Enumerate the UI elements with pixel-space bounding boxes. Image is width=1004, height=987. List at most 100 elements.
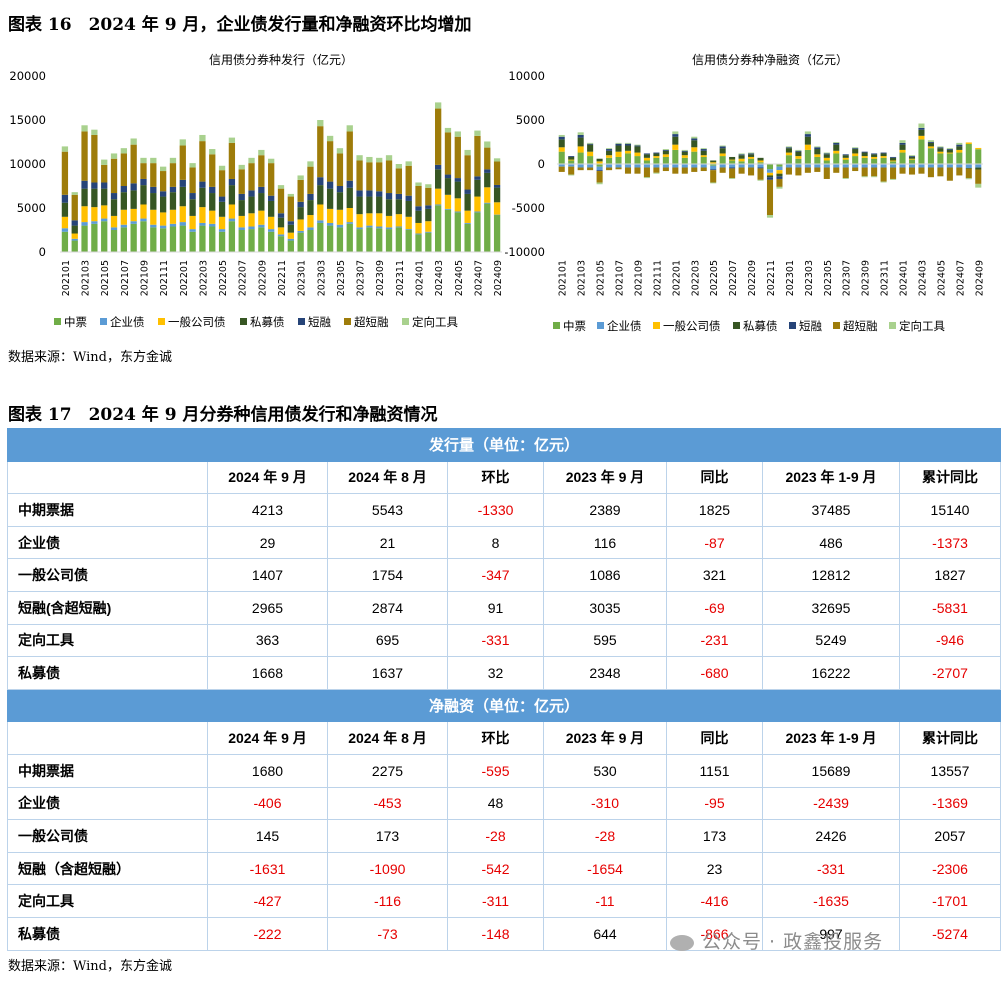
figure-17-source: 数据来源：Wind，东方金诚 <box>8 959 172 974</box>
bar-segment-私募债 <box>464 193 471 211</box>
bar-segment-定向工具 <box>238 164 245 170</box>
bar-segment-中票 <box>804 149 811 164</box>
table-cell: 4213 <box>207 493 328 527</box>
bar-segment-企业债 <box>150 224 157 228</box>
bar-segment-企业债 <box>710 165 717 170</box>
legend-swatch <box>733 322 740 329</box>
x-tick-label: 202209 <box>747 260 758 296</box>
bar-segment-一般公司债 <box>880 156 887 158</box>
column-header: 2024 年 9 月 <box>207 721 328 755</box>
bar-segment-短融 <box>307 193 314 201</box>
bar-segment-中票 <box>975 149 982 164</box>
bar-segment-企业债 <box>662 164 669 168</box>
bar-segment-短融 <box>804 134 811 137</box>
bar-segment-中票 <box>130 223 137 252</box>
wechat-icon <box>670 934 694 951</box>
x-tick-label: 202101 <box>61 260 72 296</box>
bar-segment-一般公司债 <box>719 153 726 157</box>
table-cell: 32695 <box>762 590 900 625</box>
x-tick-label: 202109 <box>139 260 150 296</box>
bar-segment-短融 <box>776 176 783 179</box>
bar-segment-超短融 <box>336 153 344 186</box>
table-cell: 173 <box>666 819 763 853</box>
bar-segment-中票 <box>946 153 953 164</box>
legend-label: 一般公司债 <box>663 319 721 333</box>
bar-segment-中票 <box>385 229 393 252</box>
bar-segment-超短融 <box>81 131 88 181</box>
table-cell: -311 <box>447 884 544 918</box>
bar-segment-定向工具 <box>662 149 669 150</box>
bar-segment-超短融 <box>729 168 736 179</box>
table-cell: -1701 <box>898 884 1002 918</box>
bar-segment-一般公司债 <box>464 210 471 223</box>
x-tick-label: 202101 <box>558 260 569 296</box>
legend-swatch <box>597 322 604 329</box>
table-cell: -222 <box>207 916 328 951</box>
bar-segment-超短融 <box>785 167 792 175</box>
bar-segment-短融 <box>425 205 432 209</box>
bar-segment-短融 <box>643 153 650 155</box>
bar-segment-超短融 <box>120 153 127 186</box>
x-tick-label: 202307 <box>842 260 853 296</box>
bar-segment-定向工具 <box>209 149 216 155</box>
bar-segment-中票 <box>248 229 255 252</box>
bar-segment-中票 <box>169 226 177 252</box>
watermark: 公众号 · 政鑫投服务 <box>670 927 883 954</box>
bar-segment-中票 <box>209 226 216 252</box>
bar-segment-定向工具 <box>833 142 840 143</box>
x-tick-label: 202405 <box>936 260 947 296</box>
legend-swatch <box>100 318 107 325</box>
bar-segment-私募债 <box>956 146 963 150</box>
bar-segment-中票 <box>218 231 226 252</box>
bar-segment-超短融 <box>558 166 565 172</box>
bar-segment-短融 <box>662 149 669 151</box>
bar-segment-超短融 <box>757 168 764 180</box>
bar-segment-企业债 <box>624 164 632 168</box>
y-tick-label: -5000 <box>512 201 545 215</box>
bar-segment-一般公司债 <box>356 214 363 228</box>
bar-segment-短融 <box>833 142 840 145</box>
bar-segment-私募债 <box>159 196 167 213</box>
bar-segment-一般公司债 <box>258 210 265 225</box>
bar-segment-定向工具 <box>120 148 127 154</box>
table-cell: 116 <box>543 525 667 560</box>
bar-segment-企业债 <box>189 229 196 232</box>
bar-segment-私募债 <box>558 139 565 148</box>
table-cell: 15140 <box>898 493 1002 527</box>
bar-segment-短融 <box>209 186 216 194</box>
bar-segment-私募债 <box>643 154 650 158</box>
bar-segment-私募债 <box>700 150 707 156</box>
x-tick-label: 202203 <box>690 260 701 296</box>
bar-segment-短融 <box>729 167 736 169</box>
bar-segment-定向工具 <box>258 149 265 156</box>
row-label: 私募债 <box>7 656 208 690</box>
bar-segment-中票 <box>937 153 944 164</box>
bar-segment-一般公司债 <box>189 215 196 230</box>
bar-segment-企业债 <box>748 164 755 168</box>
net-financing-section-title: 净融资（单位：亿元） <box>6 688 1002 723</box>
bar-segment-私募债 <box>336 192 344 210</box>
bar-segment-私募债 <box>110 199 118 216</box>
bar-segment-定向工具 <box>577 132 584 135</box>
bar-segment-短融 <box>287 221 294 225</box>
legend-label: 企业债 <box>607 319 642 333</box>
table-cell: 12812 <box>762 558 900 592</box>
bar-segment-企业债 <box>474 211 481 213</box>
bar-segment-企业债 <box>653 164 660 168</box>
table-cell: -1330 <box>447 493 544 527</box>
bar-segment-超短融 <box>568 166 575 175</box>
bar-segment-超短融 <box>700 167 707 172</box>
table-cell: 5249 <box>762 623 900 658</box>
bar-segment-超短融 <box>209 154 216 187</box>
bar-segment-企业债 <box>927 164 934 168</box>
table-row: 中期票据 1680 2275 -595 530 1151 15689 13557 <box>7 753 1002 788</box>
bar-segment-超短融 <box>880 167 887 182</box>
bar-segment-定向工具 <box>757 179 764 181</box>
bar-segment-一般公司债 <box>376 213 383 227</box>
table-row: 企业债 -406 -453 48 -310 -95 -2439 -1369 <box>7 786 1002 821</box>
table-cell: -1373 <box>898 525 1002 560</box>
bar-segment-企业债 <box>833 164 840 168</box>
column-header: 2023 年 1-9 月 <box>762 721 900 755</box>
bar-segment-超短融 <box>385 160 393 194</box>
x-tick-label: 202301 <box>785 260 796 296</box>
